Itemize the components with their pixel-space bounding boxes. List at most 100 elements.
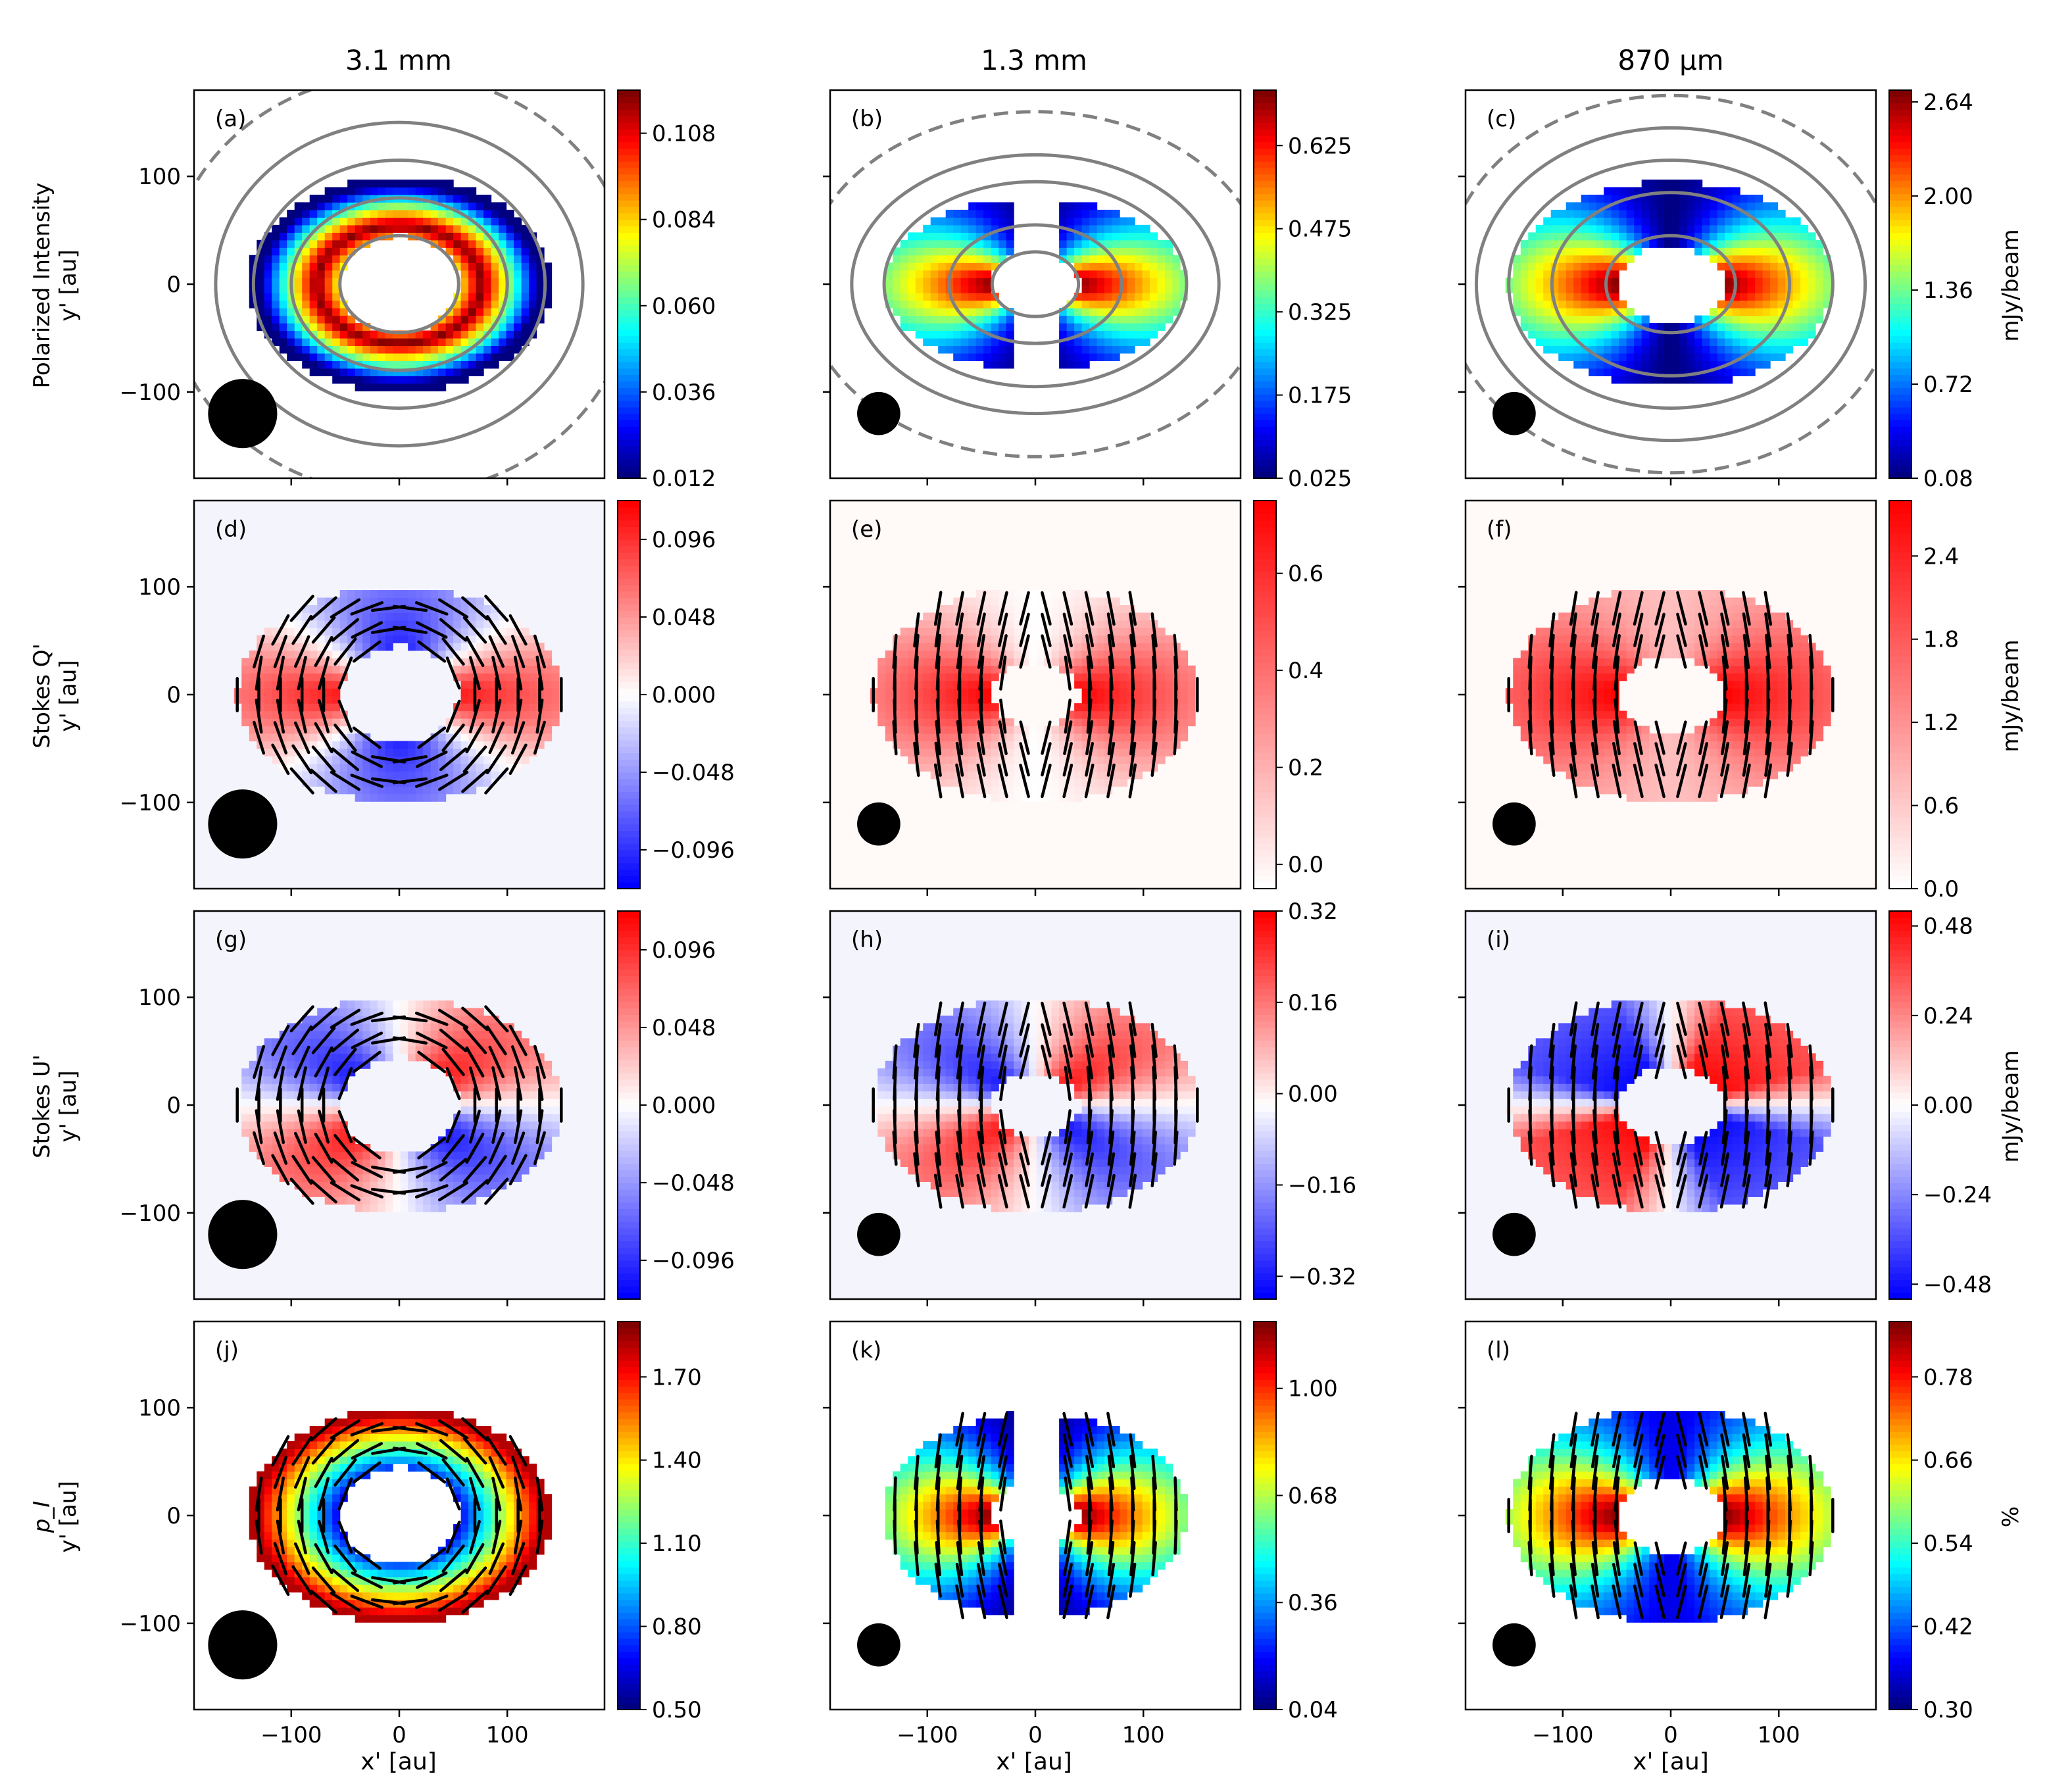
heatmap-cell xyxy=(408,360,416,369)
heatmap-cell xyxy=(1634,330,1642,339)
contour-line xyxy=(251,159,547,410)
polarization-vector xyxy=(935,655,941,691)
heatmap-cell xyxy=(378,590,386,599)
heatmap-cell xyxy=(1589,194,1597,203)
polarization-vector xyxy=(1041,720,1052,755)
heatmap-cell xyxy=(877,688,886,697)
heatmap-cell xyxy=(1740,300,1748,308)
heatmap-cell xyxy=(1528,293,1537,301)
heatmap-cell xyxy=(1626,224,1635,233)
heatmap-cell xyxy=(468,224,477,233)
heatmap-cell xyxy=(1029,604,1037,614)
heatmap-cell xyxy=(983,733,992,742)
heatmap-cell xyxy=(1135,330,1143,339)
heatmap-cell xyxy=(1097,278,1105,286)
heatmap-cell xyxy=(1573,323,1582,332)
heatmap-cell xyxy=(1619,726,1627,734)
heatmap-cell xyxy=(1702,590,1710,599)
heatmap-cell xyxy=(1097,337,1105,347)
polarization-vector xyxy=(311,616,336,644)
heatmap-cell xyxy=(1089,255,1098,263)
heatmap-cell xyxy=(1604,232,1612,241)
heatmap-cell xyxy=(991,209,999,218)
heatmap-cell xyxy=(506,628,514,636)
colorbar-tick-label: 0.4 xyxy=(1288,658,1323,684)
heatmap-cell xyxy=(1142,748,1150,757)
heatmap-cell xyxy=(1558,217,1567,226)
heatmap-cell xyxy=(1710,726,1718,734)
heatmap-cell xyxy=(1089,270,1098,278)
heatmap-cell xyxy=(438,194,447,203)
heatmap-cell xyxy=(287,315,295,324)
heatmap-cell xyxy=(1649,771,1658,779)
colorbar-band xyxy=(618,310,640,317)
heatmap-cell xyxy=(1702,224,1710,233)
heatmap-cell xyxy=(355,209,363,218)
heatmap-cell xyxy=(1679,209,1688,218)
polarization-vector xyxy=(273,635,288,668)
heatmap-cell xyxy=(1717,353,1725,361)
heatmap-cell xyxy=(1014,628,1022,636)
heatmap-cell xyxy=(506,718,514,727)
heatmap-cell xyxy=(1725,315,1733,324)
heatmap-cell xyxy=(385,353,393,361)
heatmap-cell xyxy=(1656,345,1665,354)
heatmap-cell xyxy=(438,778,447,787)
heatmap-cell xyxy=(544,718,553,727)
heatmap-cell xyxy=(287,255,295,263)
heatmap-cell xyxy=(1029,635,1037,643)
heatmap-cell xyxy=(362,383,371,391)
heatmap-cell xyxy=(1112,323,1120,332)
heatmap-cell xyxy=(915,308,924,316)
heatmap-cell xyxy=(968,262,977,271)
heatmap-cell xyxy=(1104,262,1113,271)
heatmap-cell xyxy=(1671,345,1680,354)
heatmap-cell xyxy=(529,308,537,316)
heatmap-cell xyxy=(1687,239,1695,248)
heatmap-cell xyxy=(1066,345,1075,354)
heatmap-cell xyxy=(915,247,924,256)
heatmap-cell xyxy=(1626,187,1635,195)
heatmap-cell xyxy=(1180,658,1189,666)
heatmap-cell xyxy=(900,680,908,689)
heatmap-cell xyxy=(1589,330,1597,339)
heatmap-cell xyxy=(1649,194,1658,203)
heatmap-cell xyxy=(1089,217,1098,226)
heatmap-cell xyxy=(1687,337,1695,347)
colorbar-band xyxy=(1254,407,1276,414)
heatmap-cell xyxy=(393,180,401,188)
colorbar-band xyxy=(1254,513,1276,521)
colorbar-band xyxy=(1254,520,1276,527)
heatmap-cell xyxy=(355,187,363,195)
heatmap-cell xyxy=(1112,345,1120,354)
heatmap-cell xyxy=(1029,771,1037,779)
heatmap-cell xyxy=(1535,224,1544,233)
heatmap-cell xyxy=(1097,763,1105,772)
heatmap-cell xyxy=(324,315,333,324)
heatmap-cell xyxy=(975,255,984,263)
colorbar-band xyxy=(618,129,640,136)
polarization-vector xyxy=(392,755,428,764)
heatmap-cell xyxy=(1074,703,1083,712)
heatmap-cell xyxy=(355,590,363,599)
heatmap-cell xyxy=(1604,658,1612,666)
heatmap-cell xyxy=(1006,232,1014,241)
heatmap-cell xyxy=(362,232,371,241)
heatmap-cell xyxy=(1074,217,1083,226)
colorbar-band xyxy=(1254,688,1276,695)
heatmap-cell xyxy=(1747,360,1756,369)
heatmap-cell xyxy=(430,330,439,339)
heatmap-cell xyxy=(1641,771,1650,779)
heatmap-cell xyxy=(1687,353,1695,361)
polarization-vector xyxy=(955,763,964,799)
heatmap-cell xyxy=(1581,255,1589,263)
heatmap-cell xyxy=(1535,673,1544,681)
heatmap-cell xyxy=(438,180,447,188)
heatmap-cell xyxy=(1543,300,1552,308)
heatmap-cell xyxy=(1127,330,1135,339)
heatmap-cell xyxy=(1142,330,1150,339)
colorbar-band xyxy=(1254,278,1276,285)
heatmap-cell xyxy=(279,247,287,256)
heatmap-cell xyxy=(415,187,424,195)
